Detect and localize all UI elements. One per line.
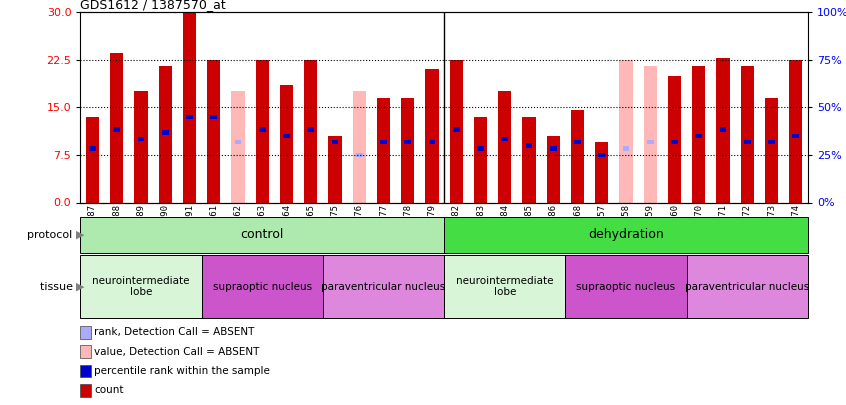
Bar	[695, 134, 702, 138]
Bar	[565, 255, 687, 318]
Bar	[474, 117, 487, 202]
Bar	[80, 217, 444, 253]
Bar	[353, 92, 366, 202]
Bar	[574, 140, 581, 145]
Text: tissue: tissue	[40, 281, 76, 292]
Text: count: count	[94, 386, 124, 395]
Bar	[692, 66, 706, 202]
Bar	[186, 115, 193, 119]
Bar	[477, 146, 484, 151]
Bar	[201, 255, 323, 318]
Bar	[401, 98, 415, 202]
Bar	[498, 92, 512, 202]
Text: protocol: protocol	[27, 230, 76, 240]
Bar	[231, 92, 244, 202]
Bar	[453, 127, 459, 132]
Bar	[259, 127, 266, 132]
Text: value, Detection Call = ABSENT: value, Detection Call = ABSENT	[94, 347, 259, 356]
Text: GDS1612 / 1387570_at: GDS1612 / 1387570_at	[80, 0, 226, 11]
Bar	[687, 255, 808, 318]
Bar	[595, 142, 608, 202]
Bar	[304, 60, 317, 202]
Bar	[89, 146, 96, 151]
Bar	[234, 140, 241, 145]
Bar	[211, 115, 217, 119]
Bar	[720, 127, 727, 132]
Bar	[623, 146, 629, 151]
Bar	[323, 255, 444, 318]
Bar	[376, 98, 390, 202]
Bar	[426, 69, 439, 202]
Bar	[135, 92, 148, 202]
Bar	[647, 140, 654, 145]
Bar	[598, 153, 605, 157]
Bar	[547, 136, 560, 202]
Bar	[283, 134, 290, 138]
Bar	[183, 13, 196, 202]
Text: percentile rank within the sample: percentile rank within the sample	[94, 366, 270, 376]
Bar	[793, 134, 799, 138]
Bar	[158, 66, 172, 202]
Bar	[280, 85, 294, 202]
Bar	[768, 140, 775, 145]
Bar	[356, 153, 363, 157]
Bar	[162, 130, 168, 135]
Bar	[619, 60, 633, 202]
Text: dehydration: dehydration	[588, 228, 664, 241]
Bar	[644, 66, 657, 202]
Bar	[328, 136, 342, 202]
Bar	[444, 217, 808, 253]
Text: neurointermediate
lobe: neurointermediate lobe	[456, 276, 553, 297]
Text: neurointermediate
lobe: neurointermediate lobe	[92, 276, 190, 297]
Bar	[429, 140, 436, 145]
Text: ▶: ▶	[76, 230, 85, 240]
Bar	[740, 66, 754, 202]
Bar	[255, 60, 269, 202]
Bar	[404, 140, 411, 145]
Bar	[332, 140, 338, 145]
Bar	[307, 127, 314, 132]
Bar	[85, 117, 99, 202]
Bar	[789, 60, 803, 202]
Text: ▶: ▶	[76, 281, 85, 292]
Text: supraoptic nucleus: supraoptic nucleus	[576, 281, 676, 292]
Bar	[671, 140, 678, 145]
Bar	[525, 143, 532, 147]
Bar	[113, 127, 120, 132]
Text: supraoptic nucleus: supraoptic nucleus	[212, 281, 312, 292]
Bar	[380, 140, 387, 145]
Text: paraventricular nucleus: paraventricular nucleus	[685, 281, 810, 292]
Bar	[667, 76, 681, 202]
Bar	[744, 140, 750, 145]
Text: control: control	[240, 228, 284, 241]
Bar	[550, 146, 557, 151]
Bar	[110, 53, 124, 202]
Bar	[444, 255, 565, 318]
Bar	[449, 60, 463, 202]
Bar	[138, 137, 145, 141]
Bar	[207, 60, 221, 202]
Bar	[571, 111, 585, 202]
Text: paraventricular nucleus: paraventricular nucleus	[321, 281, 446, 292]
Bar	[80, 255, 201, 318]
Text: rank, Detection Call = ABSENT: rank, Detection Call = ABSENT	[94, 327, 255, 337]
Bar	[522, 117, 536, 202]
Bar	[717, 58, 730, 202]
Bar	[502, 137, 508, 141]
Bar	[765, 98, 778, 202]
